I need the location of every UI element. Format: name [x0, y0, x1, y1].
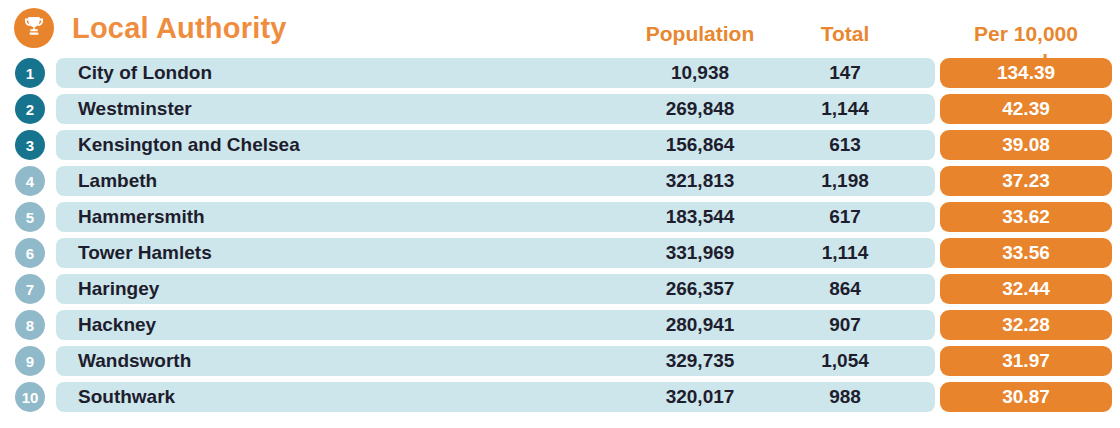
authority-name: Westminster [78, 94, 192, 124]
total-value: 1,114 [780, 238, 910, 268]
population-value: 320,017 [600, 382, 800, 412]
rate-badge: 39.08 [940, 130, 1112, 160]
authority-name: Wandsworth [78, 346, 191, 376]
rate-badge: 37.23 [940, 166, 1112, 196]
authority-name: Hackney [78, 310, 156, 340]
rank-badge: 5 [15, 202, 45, 232]
authority-name: Haringey [78, 274, 159, 304]
table-row: 8 Hackney 280,941 907 32.28 [0, 310, 1120, 340]
rate-badge: 31.97 [940, 346, 1112, 376]
total-value: 907 [780, 310, 910, 340]
page-title: Local Authority [72, 12, 287, 45]
column-header-per-10000: Per 10,000 people [938, 20, 1114, 48]
population-value: 280,941 [600, 310, 800, 340]
rank-badge: 7 [15, 274, 45, 304]
population-value: 269,848 [600, 94, 800, 124]
rate-badge: 33.62 [940, 202, 1112, 232]
total-value: 617 [780, 202, 910, 232]
rank-badge: 3 [15, 130, 45, 160]
table-row: 6 Tower Hamlets 331,969 1,114 33.56 [0, 238, 1120, 268]
population-value: 183,544 [600, 202, 800, 232]
rate-badge: 134.39 [940, 58, 1112, 88]
column-header-population: Population [600, 20, 800, 48]
table-row: 3 Kensington and Chelsea 156,864 613 39.… [0, 130, 1120, 160]
population-value: 329,735 [600, 346, 800, 376]
population-value: 266,357 [600, 274, 800, 304]
rank-badge: 1 [15, 58, 45, 88]
authority-name: Tower Hamlets [78, 238, 212, 268]
population-value: 331,969 [600, 238, 800, 268]
rank-badge: 6 [15, 238, 45, 268]
total-value: 147 [780, 58, 910, 88]
column-header-total: Total [780, 20, 910, 48]
trophy-icon [21, 13, 47, 43]
authority-name: Lambeth [78, 166, 157, 196]
population-value: 156,864 [600, 130, 800, 160]
trophy-badge [14, 8, 54, 48]
table-row: 7 Haringey 266,357 864 32.44 [0, 274, 1120, 304]
rank-badge: 10 [15, 382, 45, 412]
rate-badge: 32.44 [940, 274, 1112, 304]
authority-name: Kensington and Chelsea [78, 130, 300, 160]
rate-badge: 33.56 [940, 238, 1112, 268]
total-value: 613 [780, 130, 910, 160]
rate-badge: 32.28 [940, 310, 1112, 340]
rank-badge: 9 [15, 346, 45, 376]
table-row: 9 Wandsworth 329,735 1,054 31.97 [0, 346, 1120, 376]
rate-badge: 30.87 [940, 382, 1112, 412]
table-row: 5 Hammersmith 183,544 617 33.62 [0, 202, 1120, 232]
authority-name: Hammersmith [78, 202, 205, 232]
table-header: Local Authority Population Total Per 10,… [0, 0, 1120, 56]
total-value: 864 [780, 274, 910, 304]
population-value: 321,813 [600, 166, 800, 196]
rank-badge: 2 [15, 94, 45, 124]
population-value: 10,938 [600, 58, 800, 88]
ranking-table-body: 1 City of London 10,938 147 134.39 2 Wes… [0, 58, 1120, 418]
authority-name: City of London [78, 58, 212, 88]
table-row: 1 City of London 10,938 147 134.39 [0, 58, 1120, 88]
authority-name: Southwark [78, 382, 175, 412]
table-row: 2 Westminster 269,848 1,144 42.39 [0, 94, 1120, 124]
rate-badge: 42.39 [940, 94, 1112, 124]
table-row: 4 Lambeth 321,813 1,198 37.23 [0, 166, 1120, 196]
total-value: 988 [780, 382, 910, 412]
table-row: 10 Southwark 320,017 988 30.87 [0, 382, 1120, 412]
rank-badge: 8 [15, 310, 45, 340]
total-value: 1,054 [780, 346, 910, 376]
total-value: 1,198 [780, 166, 910, 196]
total-value: 1,144 [780, 94, 910, 124]
rank-badge: 4 [15, 166, 45, 196]
